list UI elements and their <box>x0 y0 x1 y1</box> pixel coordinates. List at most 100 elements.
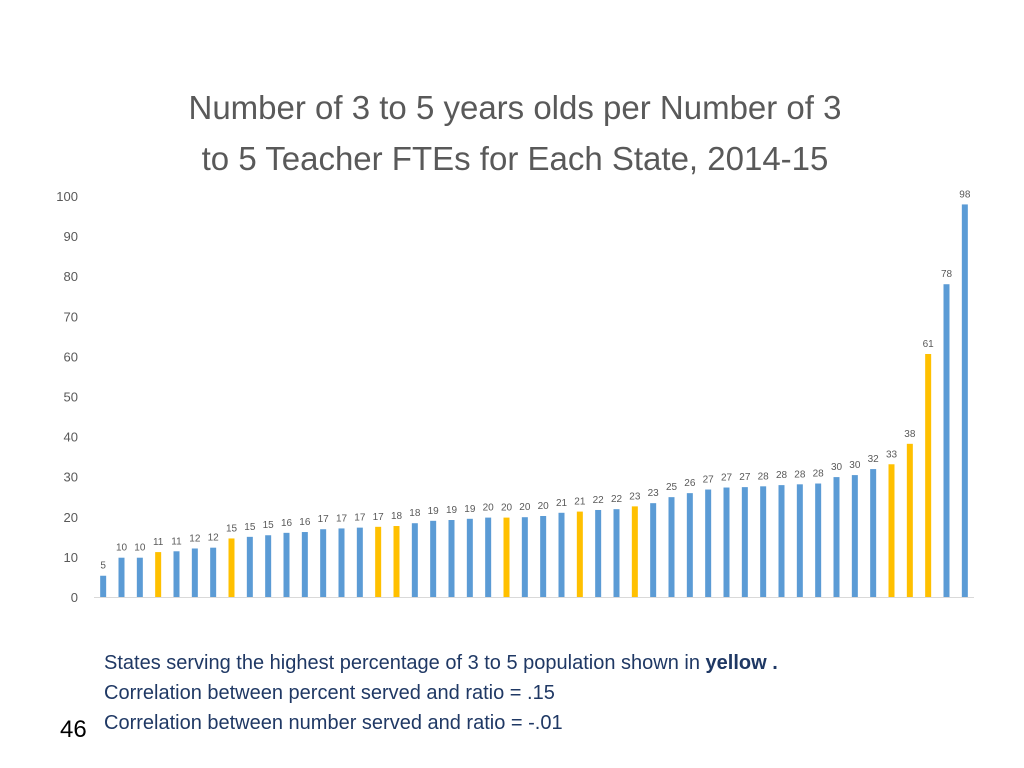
note-highlight-legend: States serving the highest percentage of… <box>104 648 778 678</box>
bar-value-label: 17 <box>318 514 330 525</box>
bar-value-label: 27 <box>721 473 733 484</box>
bar <box>448 520 455 597</box>
bar-value-label: 5 <box>100 561 106 572</box>
bar <box>870 469 877 597</box>
bar <box>540 515 547 597</box>
bar-value-label: 23 <box>629 491 641 502</box>
bar <box>668 497 675 597</box>
bar-value-label: 15 <box>226 523 238 534</box>
y-tick-label: 10 <box>64 550 78 565</box>
chart-title-line-2: to 5 Teacher FTEs for Each State, 2014-1… <box>201 140 829 177</box>
bar <box>521 517 528 597</box>
bar <box>466 518 473 597</box>
bar-value-label: 20 <box>483 503 495 514</box>
bar <box>301 532 308 597</box>
y-tick-label: 60 <box>64 349 78 364</box>
y-tick-label: 80 <box>64 269 78 284</box>
bar <box>411 523 418 597</box>
bar <box>778 485 785 597</box>
y-tick-label: 0 <box>71 590 78 605</box>
bar-value-label: 20 <box>538 501 550 512</box>
bar-value-label: 16 <box>299 517 311 528</box>
bar-value-label: 11 <box>171 536 182 547</box>
bar <box>356 527 363 597</box>
note-highlight-prefix: States serving the highest percentage of… <box>104 652 706 674</box>
bar <box>246 536 253 597</box>
bar-value-label: 19 <box>428 506 440 517</box>
bar-value-label: 17 <box>336 513 348 524</box>
bar-value-label: 25 <box>666 482 678 493</box>
bar-value-label: 15 <box>263 520 275 531</box>
bar <box>650 503 657 597</box>
bar <box>283 532 290 597</box>
bar <box>375 526 382 597</box>
bar <box>576 511 583 597</box>
bar-chart: 0 10 20 30 40 50 60 70 80 90 100 5 10 10 11 11 12 12 15 15 1… <box>56 189 974 605</box>
bar <box>888 464 895 597</box>
bar <box>503 517 510 597</box>
y-tick-label: 30 <box>64 470 78 485</box>
bar <box>705 489 712 597</box>
bar-value-label: 27 <box>703 475 715 486</box>
bar-value-label: 17 <box>373 512 385 523</box>
bar-value-label: 12 <box>208 533 220 544</box>
bar-value-label: 10 <box>116 543 128 554</box>
bar-value-label: 98 <box>959 189 971 200</box>
bar-value-label: 15 <box>244 522 256 533</box>
bar <box>760 486 767 597</box>
bar <box>393 526 400 597</box>
bar-value-label: 21 <box>574 497 586 508</box>
bar-value-label: 19 <box>446 505 458 516</box>
bar-value-label: 27 <box>739 472 751 483</box>
note-highlight-color-word: yellow . <box>705 652 778 674</box>
bar-value-label: 22 <box>593 495 605 506</box>
bar-value-label: 17 <box>354 513 366 524</box>
bar-value-label: 12 <box>189 533 201 544</box>
bar <box>833 477 840 597</box>
bar <box>155 552 162 597</box>
bar <box>906 443 913 597</box>
bar <box>100 575 107 597</box>
bar-value-label: 33 <box>886 449 898 460</box>
bar-value-label: 22 <box>611 494 623 505</box>
bar-value-label: 30 <box>831 462 843 473</box>
y-tick-label: 90 <box>64 229 78 244</box>
bar <box>485 517 492 597</box>
bar <box>320 529 327 597</box>
bar <box>338 528 345 597</box>
bar-value-label: 23 <box>648 488 660 499</box>
bar <box>961 204 968 597</box>
bar <box>943 284 950 597</box>
bar-value-label: 18 <box>409 508 421 519</box>
bar-value-label: 28 <box>794 469 806 480</box>
bar <box>191 548 198 597</box>
chart-title-line-1: Number of 3 to 5 years olds per Number o… <box>188 89 842 126</box>
bar-value-label: 16 <box>281 518 293 529</box>
bar <box>796 484 803 597</box>
y-tick-label: 70 <box>64 309 78 324</box>
bar-value-label: 10 <box>134 543 146 554</box>
bar <box>265 535 272 597</box>
bar <box>723 487 730 597</box>
bar-value-label: 32 <box>868 454 880 465</box>
bar-value-label: 20 <box>501 503 513 514</box>
y-tick-label: 40 <box>64 430 78 445</box>
y-tick-label: 20 <box>64 510 78 525</box>
y-tick-label: 100 <box>56 189 78 204</box>
bar <box>136 557 143 597</box>
bar-value-label: 19 <box>464 504 476 515</box>
chart-notes: States serving the highest percentage of… <box>104 648 778 738</box>
slide-number: 46 <box>60 716 87 743</box>
y-tick-label: 50 <box>64 390 78 405</box>
chart-title: Number of 3 to 5 years olds per Number o… <box>140 82 890 184</box>
bar-value-label: 28 <box>813 469 825 480</box>
bar <box>741 487 748 597</box>
bar-value-label: 78 <box>941 269 953 280</box>
bar <box>631 506 638 597</box>
bar-value-label: 20 <box>519 502 531 513</box>
bar-value-label: 18 <box>391 511 403 522</box>
bar-value-label: 38 <box>904 429 916 440</box>
bar <box>210 547 217 597</box>
bar-value-label: 26 <box>684 478 696 489</box>
